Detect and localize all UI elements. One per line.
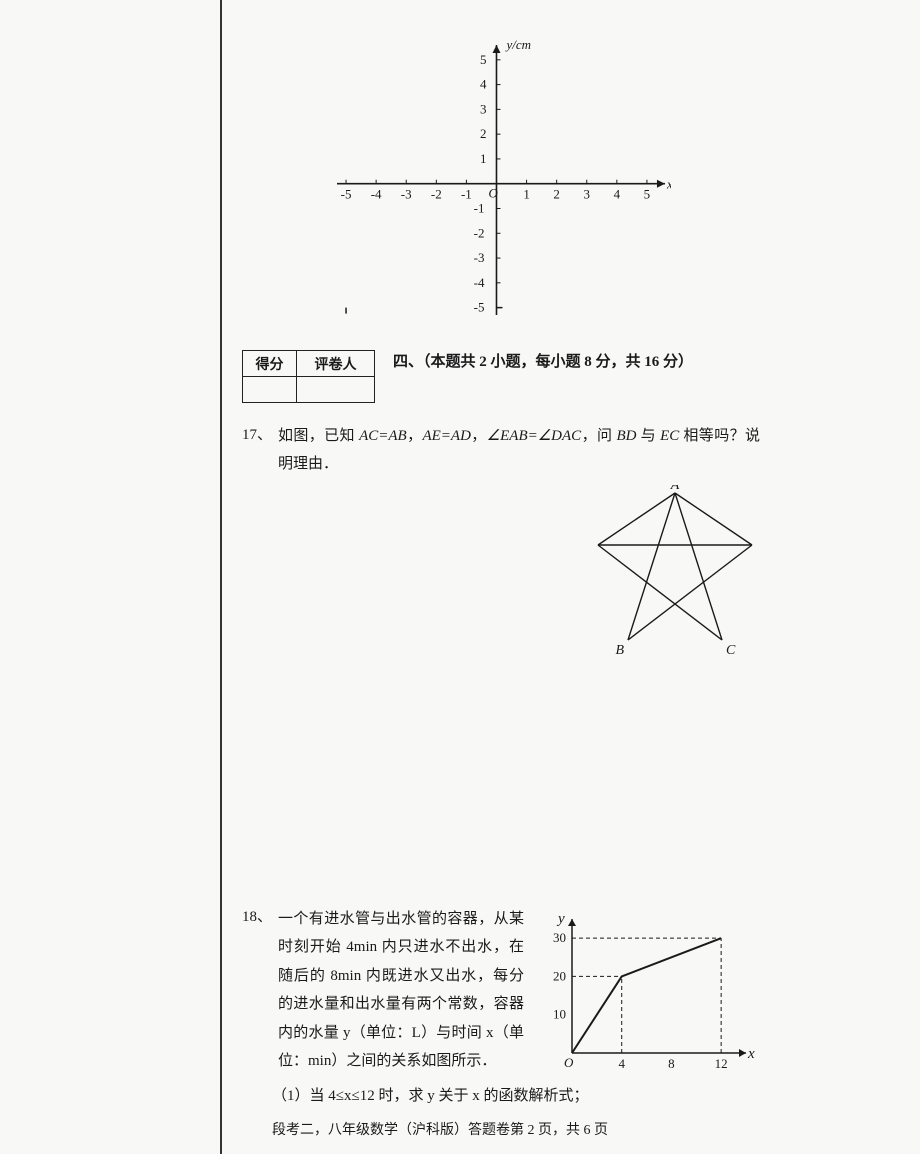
q18-text: 一个有进水管与出水管的容器，从某时刻开始 4min 内只进水不出水，在随后的 8…: [278, 905, 524, 1076]
exam-page: -5-4-3-2-112345-5-4-3-2-112345Oy/cmx/cm …: [220, 0, 780, 1154]
svg-text:-3: -3: [474, 250, 485, 265]
svg-text:C: C: [726, 643, 736, 655]
q17-t3: ，: [407, 428, 423, 444]
svg-text:2: 2: [553, 187, 560, 202]
svg-text:30: 30: [553, 930, 566, 945]
svg-text:2: 2: [480, 126, 487, 141]
svg-text:-1: -1: [474, 200, 485, 215]
q18-svg: 4 8 12 10 20 30 Oy x: [540, 905, 760, 1075]
q17-t8: BD: [616, 428, 636, 444]
svg-text:3: 3: [480, 101, 487, 116]
svg-text:-5: -5: [341, 187, 352, 202]
q18-sub1: （1）当 4≤x≤12 时，求 y 关于 x 的函数解析式；: [242, 1084, 760, 1105]
score-cell-empty: [243, 377, 297, 403]
q17-t4: AE=AD: [422, 428, 470, 444]
svg-text:5: 5: [480, 52, 487, 67]
grader-cell-empty: [297, 377, 375, 403]
page-footer: 段考二，八年级数学（沪科版）答题卷第 2 页，共 6 页: [242, 1119, 760, 1139]
svg-text:4: 4: [480, 77, 487, 92]
q17-t6: ∠EAB=∠DAC: [487, 428, 582, 444]
svg-text:-1: -1: [461, 187, 472, 202]
svg-text:O: O: [564, 1055, 574, 1070]
q17-t10: EC: [660, 428, 679, 444]
q17-t7: ，问: [581, 428, 616, 444]
svg-text:y: y: [556, 911, 565, 927]
svg-text:1: 1: [480, 151, 487, 166]
q18-number: 18、: [242, 905, 272, 1076]
svg-text:4: 4: [614, 187, 621, 202]
q17-t5: ，: [471, 428, 487, 444]
svg-text:x/cm: x/cm: [666, 177, 671, 192]
svg-text:-4: -4: [371, 187, 382, 202]
q17-t1: 如图，已知: [278, 428, 359, 444]
svg-text:4: 4: [618, 1056, 625, 1071]
q17-t9: 与: [636, 428, 660, 444]
q17-body: 如图，已知 AC=AB，AE=AD，∠EAB=∠DAC，问 BD 与 EC 相等…: [278, 423, 760, 655]
svg-text:-4: -4: [474, 275, 485, 290]
question-17: 17、 如图，已知 AC=AB，AE=AD，∠EAB=∠DAC，问 BD 与 E…: [242, 423, 760, 655]
section-header-row: 得分 评卷人 四、（本题共 2 小题，每小题 8 分，共 16 分）: [242, 350, 760, 403]
svg-text:12: 12: [715, 1056, 728, 1071]
svg-text:-2: -2: [431, 187, 442, 202]
q18-body-text: 一个有进水管与出水管的容器，从某时刻开始 4min 内只进水不出水，在随后的 8…: [278, 911, 524, 1070]
q18-line-chart: 4 8 12 10 20 30 Oy x: [540, 905, 760, 1075]
svg-text:B: B: [615, 643, 624, 655]
svg-text:y/cm: y/cm: [504, 40, 531, 52]
question-18: 18、 一个有进水管与出水管的容器，从某时刻开始 4min 内只进水不出水，在随…: [242, 905, 760, 1076]
svg-text:A: A: [670, 485, 680, 493]
q17-t2: AC=AB: [359, 428, 407, 444]
score-header-grader: 评卷人: [297, 351, 375, 377]
section-4-title: 四、（本题共 2 小题，每小题 8 分，共 16 分）: [393, 350, 693, 374]
star-svg: AEDBC: [590, 485, 760, 655]
svg-text:x: x: [747, 1046, 755, 1062]
svg-text:10: 10: [553, 1006, 566, 1021]
svg-text:5: 5: [644, 187, 651, 202]
svg-text:O: O: [488, 186, 498, 201]
coordinate-axes-chart: -5 -4 -3 -2 -1 1 2 3 4 5 -5 -4 -3 -2 -1 1 2 3 4 5 Oy/cm x/cm: [331, 40, 671, 320]
svg-text:-3: -3: [401, 187, 412, 202]
svg-text:-5: -5: [474, 300, 485, 315]
svg-text:8: 8: [668, 1056, 675, 1071]
coord-svg: -5 -4 -3 -2 -1 1 2 3 4 5 -5 -4 -3 -2 -1 1 2 3 4 5 Oy/cm x/cm: [331, 40, 671, 320]
svg-text:-2: -2: [474, 225, 485, 240]
score-table: 得分 评卷人: [242, 350, 375, 403]
star-figure: AEDBC: [590, 485, 760, 655]
svg-text:3: 3: [584, 187, 591, 202]
score-header-score: 得分: [243, 351, 297, 377]
svg-text:20: 20: [553, 968, 566, 983]
q17-number: 17、: [242, 423, 272, 655]
svg-text:1: 1: [523, 187, 530, 202]
